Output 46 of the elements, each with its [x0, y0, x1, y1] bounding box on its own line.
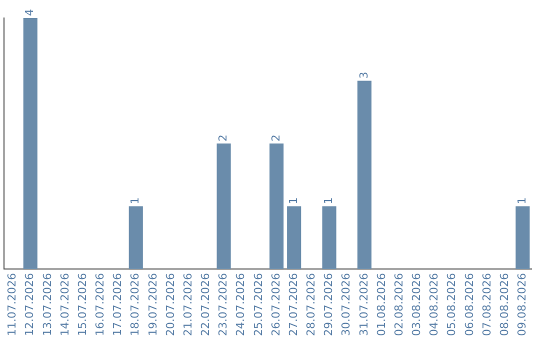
- x-tick-label: 04.08.2026: [428, 273, 441, 336]
- bar: [216, 144, 231, 270]
- x-tick-label: 21.07.2026: [181, 273, 194, 336]
- data-label: 1: [286, 197, 300, 204]
- data-label: 4: [23, 9, 36, 16]
- x-tick-label: 28.07.2026: [304, 273, 318, 336]
- x-tick-label: 17.07.2026: [111, 273, 124, 336]
- data-label: 3: [357, 72, 370, 79]
- x-tick-label: 30.07.2026: [340, 273, 353, 336]
- data-label: 2: [216, 134, 230, 142]
- data-label: 1: [516, 197, 529, 204]
- x-tick-label: 15.07.2026: [76, 273, 89, 336]
- x-tick-label: 11.07.2026: [6, 273, 19, 336]
- x-tick-label: 16.07.2026: [94, 273, 107, 336]
- bar: [269, 144, 284, 270]
- x-tick-label: 08.08.2026: [498, 273, 511, 336]
- x-tick-label: 02.08.2026: [392, 273, 406, 336]
- x-tick-label: 05.08.2026: [445, 273, 458, 336]
- x-tick-label: 31.07.2026: [357, 273, 370, 336]
- x-tick-label: 13.07.2026: [40, 273, 54, 336]
- data-label: 2: [269, 134, 282, 142]
- x-tick-label: 22.07.2026: [199, 273, 212, 336]
- x-tick-label: 18.07.2026: [128, 273, 142, 336]
- x-tick-label: 01.08.2026: [374, 273, 388, 336]
- x-tick-label: 14.07.2026: [58, 273, 72, 336]
- bar: [516, 206, 530, 270]
- bar: [128, 206, 143, 270]
- x-tick-label: 03.08.2026: [410, 273, 424, 336]
- data-label: 1: [322, 197, 336, 204]
- data-label: 1: [128, 197, 142, 204]
- bar: [287, 206, 302, 270]
- x-tick-label: 09.08.2026: [516, 273, 529, 336]
- x-tick-label: 27.07.2026: [286, 273, 300, 336]
- x-tick-label: 29.07.2026: [322, 273, 336, 336]
- x-tick-label: 12.07.2026: [23, 273, 36, 336]
- bar: [357, 80, 372, 270]
- x-tick-label: 07.08.2026: [480, 273, 494, 336]
- x-tick-label: 26.07.2026: [269, 273, 282, 336]
- x-tick-label: 19.07.2026: [146, 273, 160, 336]
- bar: [322, 206, 336, 270]
- bar: [23, 18, 38, 270]
- x-tick-label: 06.08.2026: [462, 273, 476, 336]
- x-tick-label: 20.07.2026: [164, 273, 177, 336]
- x-tick-label: 25.07.2026: [252, 273, 265, 336]
- x-tick-label: 24.07.2026: [234, 273, 248, 336]
- x-tick-label: 23.07.2026: [216, 273, 230, 336]
